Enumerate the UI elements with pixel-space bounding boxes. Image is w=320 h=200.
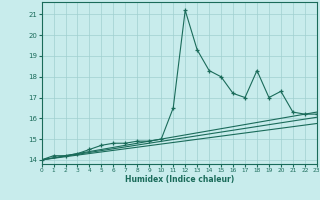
X-axis label: Humidex (Indice chaleur): Humidex (Indice chaleur): [124, 175, 234, 184]
